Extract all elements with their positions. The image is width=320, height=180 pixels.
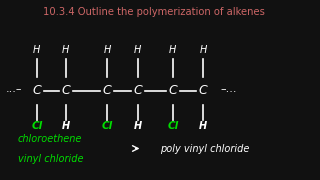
Text: chloroethene: chloroethene xyxy=(18,134,82,145)
Text: C: C xyxy=(168,84,177,97)
Text: ...–: ...– xyxy=(6,84,23,94)
Text: H: H xyxy=(61,121,70,131)
Text: C: C xyxy=(103,84,112,97)
Text: H: H xyxy=(133,121,142,131)
Text: H: H xyxy=(33,45,41,55)
Text: C: C xyxy=(133,84,142,97)
Text: H: H xyxy=(103,45,111,55)
Text: 10.3.4 Outline the polymerization of alkenes: 10.3.4 Outline the polymerization of alk… xyxy=(43,7,265,17)
Text: Cl: Cl xyxy=(31,121,42,131)
Text: H: H xyxy=(199,45,207,55)
Text: H: H xyxy=(199,121,207,131)
Text: C: C xyxy=(199,84,208,97)
Text: Cl: Cl xyxy=(102,121,113,131)
Text: –...: –... xyxy=(220,84,237,94)
Text: C: C xyxy=(61,84,70,97)
Text: H: H xyxy=(169,45,177,55)
Text: H: H xyxy=(134,45,141,55)
Text: Cl: Cl xyxy=(167,121,178,131)
Text: vinyl chloride: vinyl chloride xyxy=(18,154,83,164)
Text: C: C xyxy=(32,84,41,97)
Text: poly vinyl chloride: poly vinyl chloride xyxy=(160,143,249,154)
Text: H: H xyxy=(62,45,69,55)
